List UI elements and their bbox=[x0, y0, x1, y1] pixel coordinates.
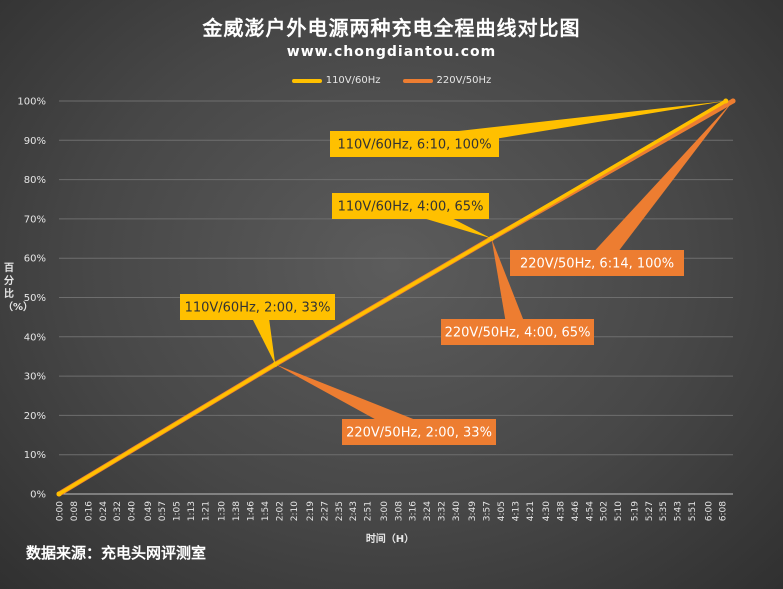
x-tick-label: 2:02 bbox=[275, 501, 285, 521]
x-tick-label: 2:27 bbox=[320, 501, 330, 521]
annotation-pointer bbox=[589, 101, 733, 270]
x-tick-label: 0:08 bbox=[70, 501, 80, 521]
annotation-label: 110V/60Hz, 6:10, 100% bbox=[337, 138, 491, 153]
x-tick-label: 3:00 bbox=[380, 501, 390, 521]
x-tick-label: 0:57 bbox=[158, 501, 168, 521]
x-tick-label: 3:32 bbox=[438, 501, 448, 521]
annotation-label: 110V/60Hz, 2:00, 33% bbox=[185, 301, 331, 316]
x-tick-label: 3:49 bbox=[468, 501, 478, 521]
x-tick-label: 5:10 bbox=[614, 501, 624, 521]
x-tick-label: 5:43 bbox=[674, 501, 684, 521]
annotation-box bbox=[180, 294, 335, 320]
annotation-pointer bbox=[491, 238, 528, 335]
x-tick-label: 6:00 bbox=[704, 501, 714, 521]
x-tick-label: 0:49 bbox=[144, 501, 154, 521]
legend-swatch-220v bbox=[402, 78, 433, 83]
x-tick-label: 0:24 bbox=[99, 501, 109, 521]
annotation-box bbox=[330, 131, 499, 157]
annotation-box bbox=[332, 193, 489, 219]
x-tick-label: 4:46 bbox=[571, 501, 581, 521]
x-tick-label: 3:40 bbox=[452, 501, 462, 521]
chart-title: 金威澎户外电源两种充电全程曲线对比图 bbox=[202, 16, 581, 40]
x-tick-label: 3:16 bbox=[409, 501, 419, 521]
x-tick-label: 5:19 bbox=[630, 501, 640, 521]
y-tick-label: 0% bbox=[30, 490, 46, 501]
x-tick-label: 2:19 bbox=[306, 501, 316, 521]
x-axis-label: 时间（H） bbox=[365, 534, 415, 545]
x-tick-label: 0:16 bbox=[84, 501, 94, 521]
series-line-110v bbox=[57, 99, 728, 496]
annotation-box bbox=[342, 419, 496, 445]
y-tick-label: 50% bbox=[24, 293, 46, 304]
x-tick-label: 5:02 bbox=[600, 501, 610, 521]
x-tick-label: 1:21 bbox=[201, 501, 211, 521]
x-tick-label: 3:24 bbox=[423, 501, 433, 521]
legend-swatch-110v bbox=[291, 78, 322, 83]
y-tick-label: 40% bbox=[24, 332, 46, 343]
y-tick-label: 80% bbox=[24, 175, 46, 186]
chart-subtitle: www.chongdiantou.com bbox=[286, 44, 497, 60]
x-tick-label: 5:27 bbox=[645, 501, 655, 521]
x-tick-label: 6:08 bbox=[719, 501, 729, 521]
x-tick-label: 0:40 bbox=[128, 501, 138, 521]
x-tick-label: 4:13 bbox=[511, 501, 521, 521]
x-tick-label: 5:35 bbox=[659, 501, 669, 521]
x-tick-label: 0:00 bbox=[56, 501, 66, 521]
data-source-note: 数据来源：充电头网评测室 bbox=[26, 544, 207, 562]
x-tick-label: 3:57 bbox=[483, 501, 493, 521]
annotation-label: 110V/60Hz, 4:00, 65% bbox=[338, 200, 484, 215]
x-tick-label: 5:51 bbox=[688, 501, 698, 521]
annotation-box bbox=[510, 250, 684, 276]
x-tick-label: 3:08 bbox=[394, 501, 404, 521]
legend-item-220v: 220V/50Hz bbox=[402, 75, 492, 86]
y-tick-label: 30% bbox=[24, 372, 46, 383]
annotation-box bbox=[441, 319, 594, 345]
x-tick-label: 2:51 bbox=[364, 501, 374, 521]
x-tick-label: 1:38 bbox=[232, 501, 242, 521]
x-tick-label: 4:38 bbox=[556, 501, 566, 521]
x-tick-label: 4:05 bbox=[497, 501, 507, 521]
x-tick-label: 4:30 bbox=[542, 501, 552, 521]
annotation-label: 220V/50Hz, 4:00, 65% bbox=[445, 326, 591, 341]
x-tick-label: 2:35 bbox=[335, 501, 345, 521]
y-tick-label: 10% bbox=[24, 450, 46, 461]
legend-label-220v: 220V/50Hz bbox=[436, 75, 492, 86]
data-point bbox=[56, 491, 62, 497]
y-tick-label: 70% bbox=[24, 214, 46, 225]
x-tick-label: 1:54 bbox=[261, 501, 271, 521]
x-tick-label: 1:05 bbox=[173, 501, 183, 521]
x-tick-label: 1:30 bbox=[218, 501, 228, 521]
legend-item-110v: 110V/60Hz bbox=[291, 75, 381, 86]
x-tick-label: 2:43 bbox=[349, 501, 359, 521]
x-tick-label: 4:54 bbox=[585, 501, 595, 521]
annotation-label: 220V/50Hz, 6:14, 100% bbox=[520, 257, 674, 272]
y-tick-label: 60% bbox=[24, 254, 46, 265]
y-tick-label: 100% bbox=[17, 97, 46, 108]
x-tick-label: 1:13 bbox=[187, 501, 197, 521]
chart-legend: 110V/60Hz 220V/50Hz bbox=[0, 75, 783, 86]
y-tick-label: 20% bbox=[24, 411, 46, 422]
y-tick-label: 90% bbox=[24, 136, 46, 147]
annotation-label: 220V/50Hz, 2:00, 33% bbox=[346, 426, 492, 441]
legend-label-110v: 110V/60Hz bbox=[325, 75, 381, 86]
x-tick-label: 2:10 bbox=[290, 501, 300, 521]
x-tick-label: 1:46 bbox=[247, 501, 257, 521]
x-tick-label: 4:21 bbox=[526, 501, 536, 521]
x-tick-label: 0:32 bbox=[113, 501, 123, 521]
